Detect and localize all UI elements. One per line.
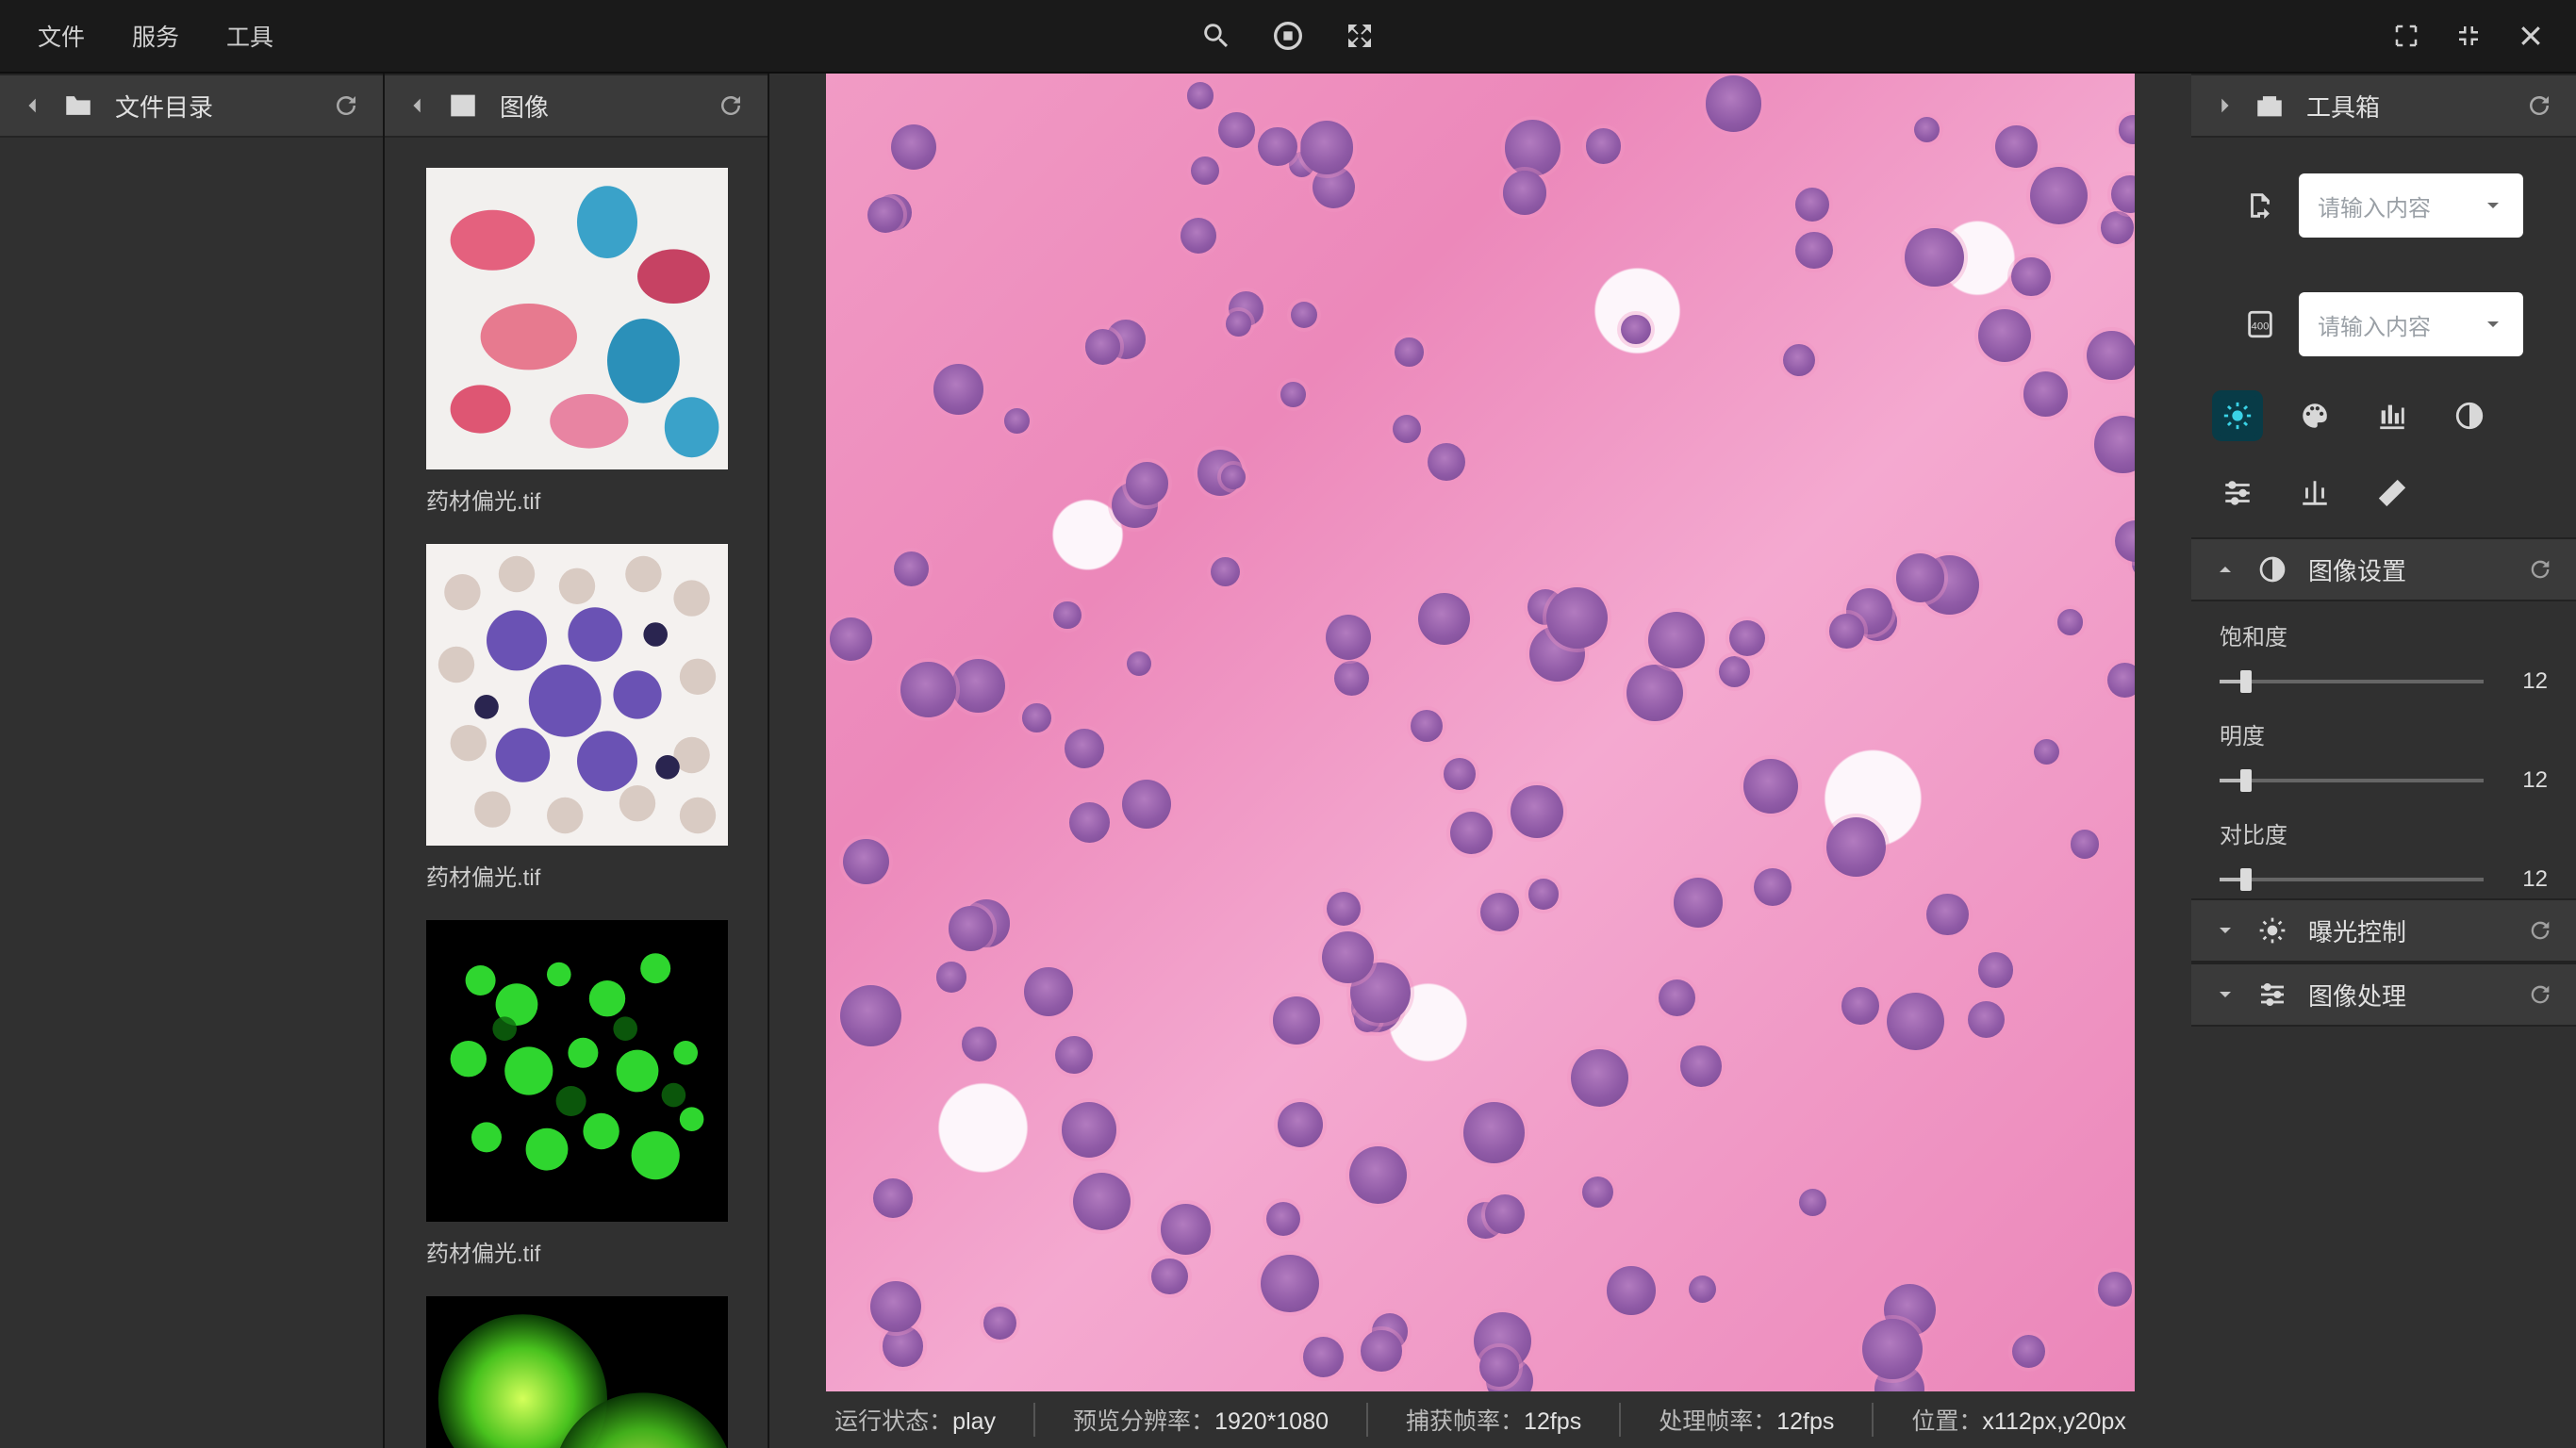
- slider-label: 明度: [2220, 717, 2548, 750]
- reload-icon[interactable]: [2527, 917, 2553, 944]
- chevron-down-icon: [2482, 313, 2504, 336]
- status-run-label: 运行状态：: [834, 1408, 952, 1435]
- status-res-value: 1920*1080: [1214, 1408, 1329, 1435]
- tool-sliders-icon[interactable]: [2218, 473, 2257, 513]
- import-icon: [2244, 189, 2276, 222]
- fullscreen-icon[interactable]: [1343, 19, 1377, 53]
- collapse-left-icon[interactable]: [23, 95, 43, 116]
- thumbnail-item[interactable]: 药材偏光.tif: [426, 168, 728, 516]
- collapse-left-icon[interactable]: [407, 95, 428, 116]
- slider-value: 12: [2506, 767, 2548, 794]
- status-res-label: 预览分辨率：: [1073, 1408, 1214, 1435]
- panel-file-directory: 文件目录: [0, 74, 385, 1448]
- menu-service[interactable]: 服务: [132, 19, 179, 53]
- close-icon[interactable]: [2514, 19, 2548, 53]
- reload-icon[interactable]: [2527, 981, 2553, 1008]
- thumbnail-item[interactable]: 药材偏光.tif: [426, 544, 728, 892]
- sun-icon: [2257, 915, 2287, 946]
- slider-track[interactable]: [2220, 878, 2484, 881]
- thumbnail-item[interactable]: 药材偏光.tif: [426, 920, 728, 1268]
- input-combo-1[interactable]: 请输入内容: [2299, 173, 2523, 238]
- slider-track[interactable]: [2220, 680, 2484, 683]
- svg-text:400: 400: [2252, 321, 2270, 333]
- search-icon[interactable]: [1199, 19, 1233, 53]
- status-run-value: play: [952, 1408, 996, 1435]
- chevron-up-icon: [2214, 558, 2237, 581]
- expand-icon[interactable]: [2389, 19, 2423, 53]
- tool-histogram-icon[interactable]: [2372, 396, 2412, 436]
- section-image-settings[interactable]: 图像设置: [2191, 537, 2576, 601]
- tool-palette-icon[interactable]: [2295, 396, 2335, 436]
- status-proc-value: 12fps: [1776, 1408, 1834, 1435]
- stop-icon[interactable]: [1271, 19, 1305, 53]
- reload-icon[interactable]: [332, 91, 360, 120]
- reload-icon[interactable]: [717, 91, 745, 120]
- viewer-canvas[interactable]: [826, 74, 2135, 1391]
- status-pos-value: x112px,y20px: [1982, 1408, 2125, 1435]
- menu-tools[interactable]: 工具: [226, 19, 273, 53]
- combo-placeholder: 请输入内容: [2318, 308, 2431, 341]
- status-proc-label: 处理帧率：: [1659, 1408, 1776, 1435]
- slider-block: 明度 12: [2191, 700, 2576, 799]
- tool-brightness-icon[interactable]: [2218, 396, 2257, 436]
- thumbnail-image: [426, 1296, 728, 1448]
- menu-file[interactable]: 文件: [38, 19, 85, 53]
- menubar: 文件 服务 工具: [0, 0, 2576, 74]
- reload-icon[interactable]: [2527, 556, 2553, 583]
- slider-block: 对比度 12: [2191, 799, 2576, 898]
- section-title: 图像设置: [2308, 552, 2506, 587]
- tool-ruler-icon[interactable]: [2372, 473, 2412, 513]
- image-icon: [447, 90, 479, 122]
- section-exposure[interactable]: 曝光控制: [2191, 898, 2576, 963]
- reload-icon[interactable]: [2525, 91, 2553, 120]
- collapse-icon[interactable]: [2452, 19, 2485, 53]
- panel-viewer: 运行状态：play 预览分辨率：1920*1080 捕获帧率：12fps 处理帧…: [769, 74, 2191, 1448]
- section-title: 曝光控制: [2308, 913, 2506, 948]
- thumbnail-caption: 药材偏光.tif: [426, 1235, 728, 1268]
- chevron-down-icon: [2214, 983, 2237, 1006]
- slider-value: 12: [2506, 866, 2548, 893]
- thumbnail-image: [426, 544, 728, 846]
- panel-images-title: 图像: [500, 89, 717, 123]
- slider-value: 12: [2506, 668, 2548, 695]
- chevron-down-icon: [2214, 919, 2237, 942]
- status-cap-value: 12fps: [1524, 1408, 1581, 1435]
- panel-file-title: 文件目录: [115, 89, 332, 123]
- chevron-down-icon: [2482, 194, 2504, 217]
- slider-label: 对比度: [2220, 816, 2548, 849]
- thumbnail-item[interactable]: [426, 1296, 728, 1448]
- thumbnail-caption: 药材偏光.tif: [426, 483, 728, 516]
- tool-align-icon[interactable]: [2295, 473, 2335, 513]
- toolbox-icon: [2254, 90, 2286, 122]
- panel-toolbox-title: 工具箱: [2306, 89, 2525, 123]
- combo-placeholder: 请输入内容: [2318, 189, 2431, 222]
- section-processing[interactable]: 图像处理: [2191, 963, 2576, 1027]
- status-pos-label: 位置：: [1911, 1408, 1982, 1435]
- toolbox-tool-row: [2191, 383, 2576, 537]
- section-title: 图像处理: [2308, 978, 2506, 1012]
- tool-contrast-icon[interactable]: [2450, 396, 2489, 436]
- slider-label: 饱和度: [2220, 618, 2548, 651]
- iso-icon: 400: [2244, 308, 2276, 340]
- slider-track[interactable]: [2220, 779, 2484, 782]
- panel-toolbox: 工具箱 请输入内容 400 请输入内容: [2191, 74, 2576, 1448]
- status-cap-label: 捕获帧率：: [1406, 1408, 1524, 1435]
- sliders-icon: [2257, 979, 2287, 1010]
- panel-images: 图像: [385, 74, 769, 1448]
- slider-block: 饱和度 12: [2191, 601, 2576, 700]
- folder-icon: [62, 90, 94, 122]
- thumbnail-image: [426, 920, 728, 1222]
- status-bar: 运行状态：play 预览分辨率：1920*1080 捕获帧率：12fps 处理帧…: [769, 1391, 2191, 1448]
- thumbnail-image: [426, 168, 728, 469]
- collapse-right-icon[interactable]: [2214, 95, 2235, 116]
- contrast-icon: [2257, 554, 2287, 584]
- thumbnail-caption: 药材偏光.tif: [426, 859, 728, 892]
- input-combo-2[interactable]: 请输入内容: [2299, 292, 2523, 356]
